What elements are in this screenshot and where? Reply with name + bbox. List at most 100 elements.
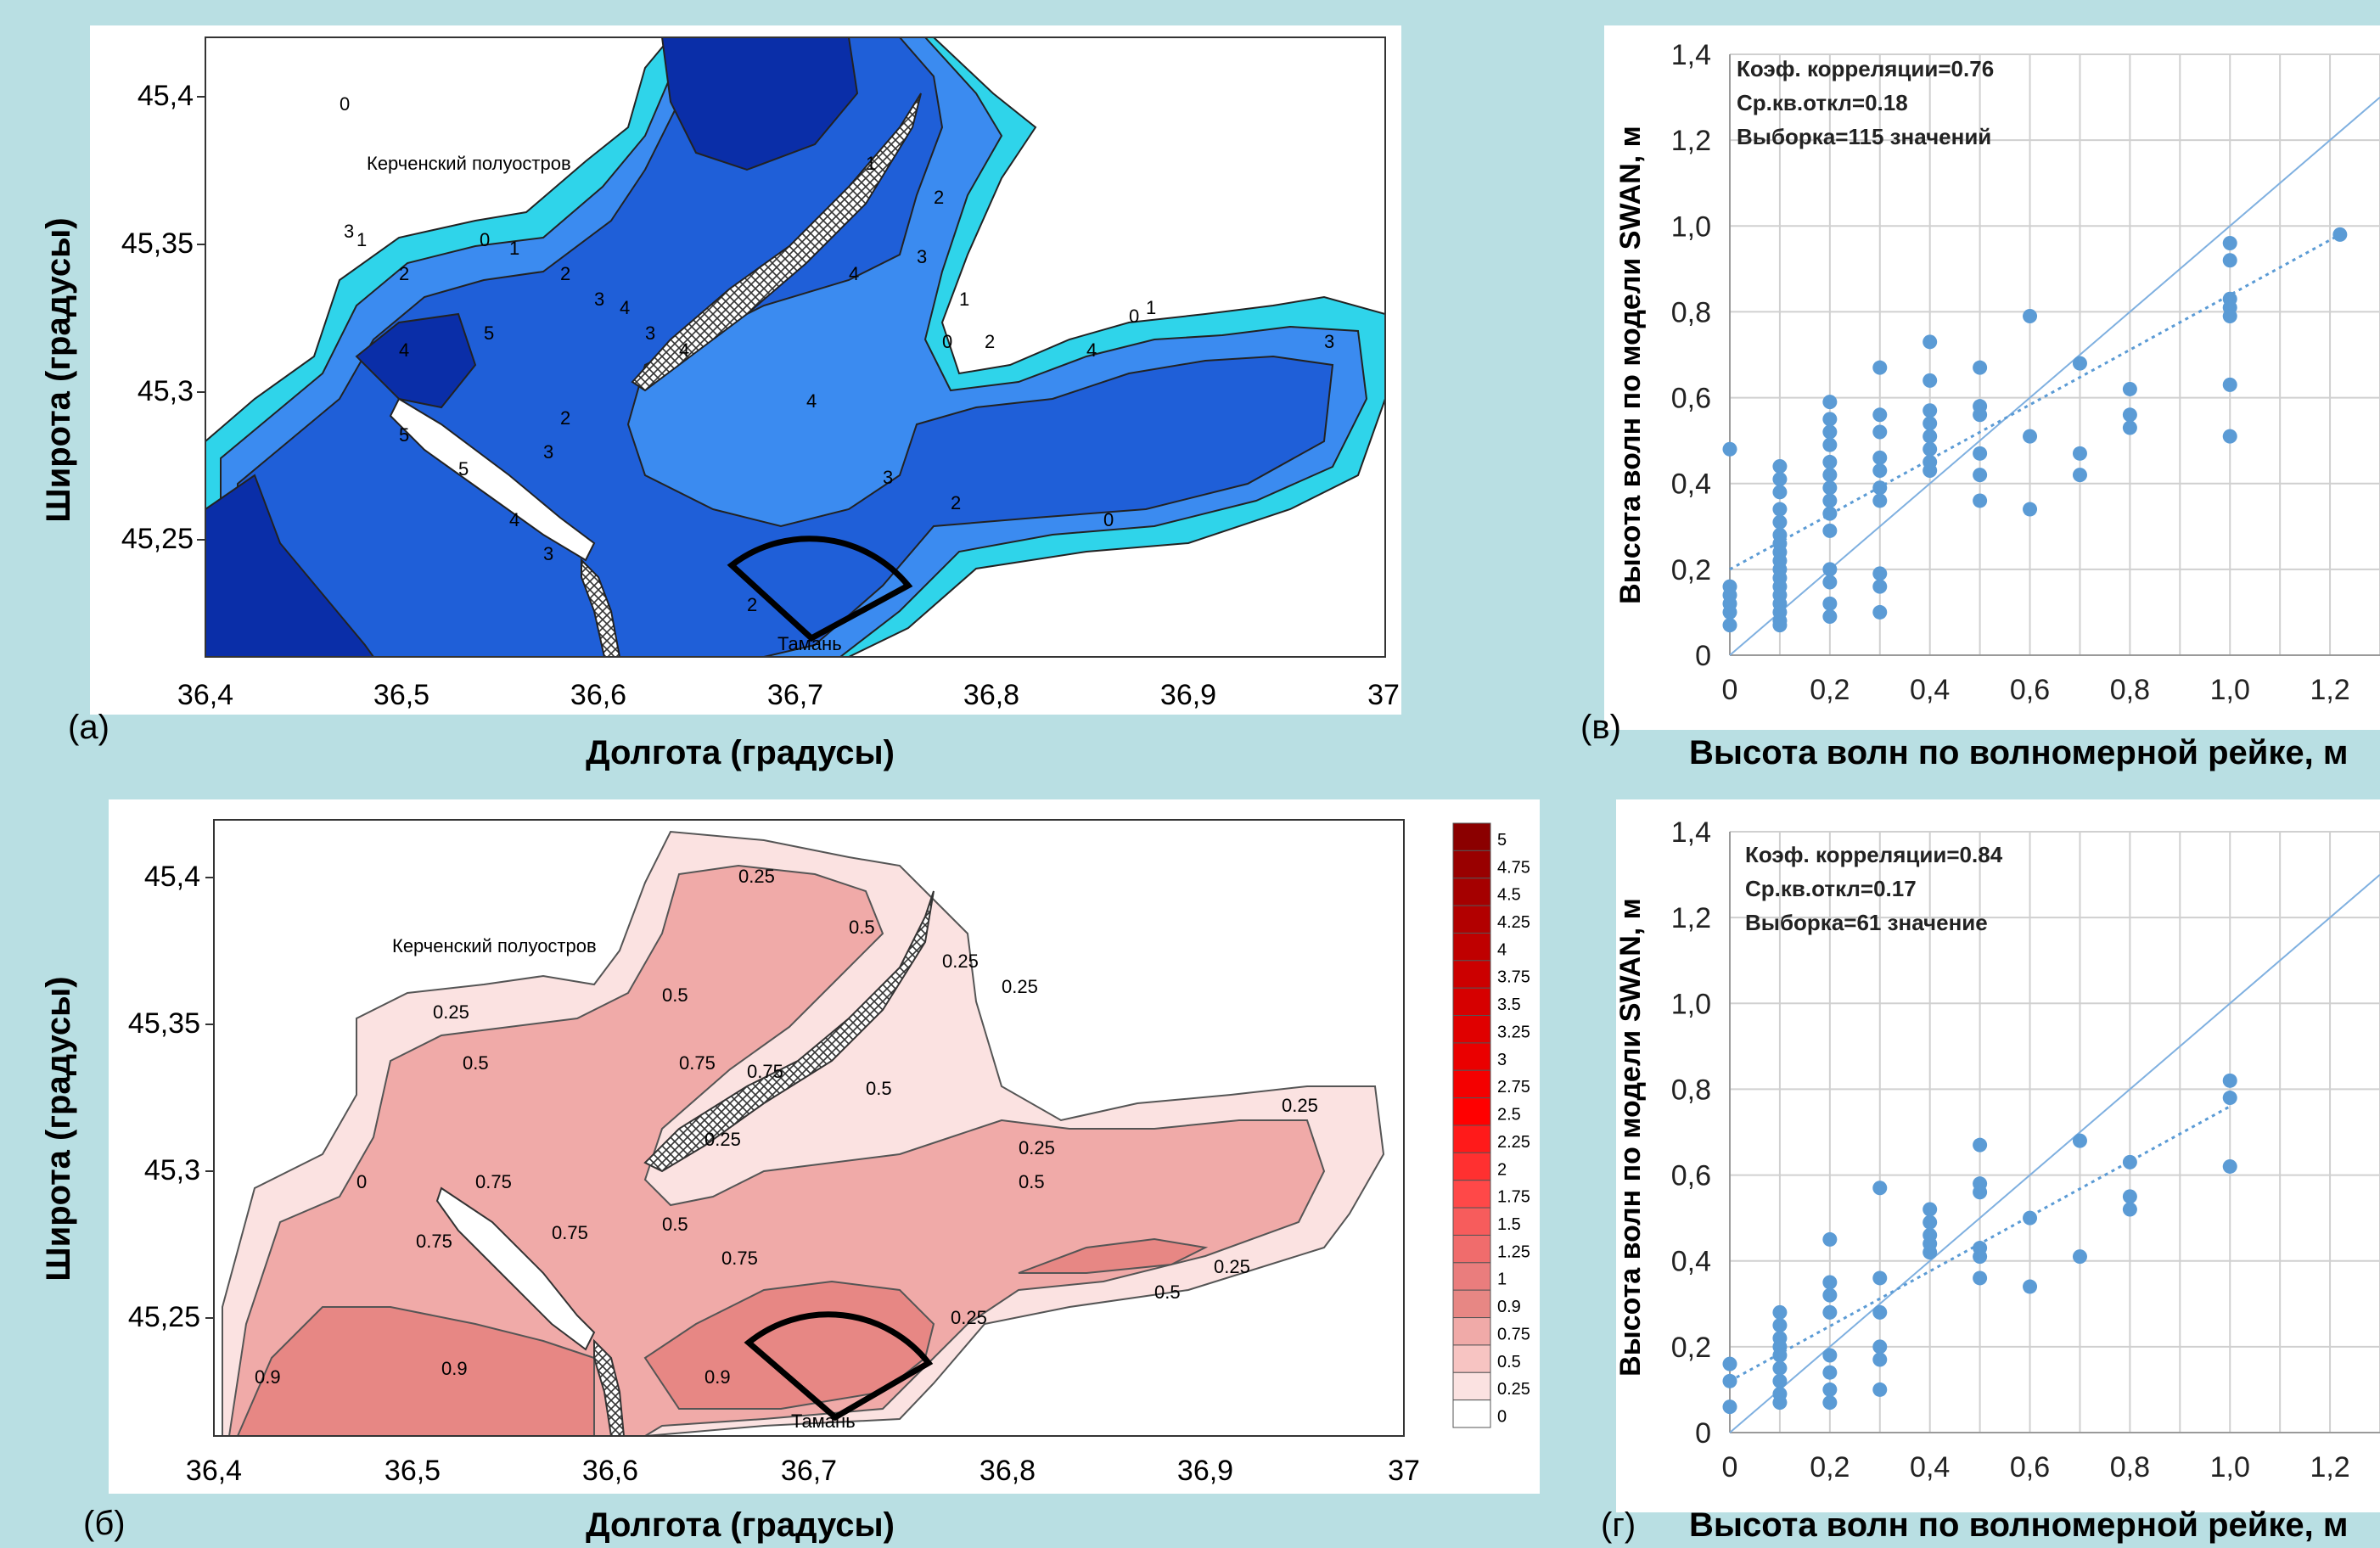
x-tick-label: 1,0 [2210,1451,2250,1484]
y-tick-label: 1,4 [1671,39,1711,71]
x-tick-label: 0 [1722,1451,1738,1484]
scatter-v-annotations: Коэф. корреляции=0.76 Ср.кв.откл=0.18 Вы… [1737,56,1994,149]
map-a-ytick: 45,35 [121,227,194,260]
colorbar-label: 0 [1497,1408,1507,1427]
y-tick-label: 0,2 [1671,554,1711,586]
map-a-contour-label: 2 [951,492,961,513]
colorbar-swatch [1452,1125,1491,1153]
colorbar-swatch [1452,1097,1491,1126]
map-b-contour-label: 0.9 [704,1366,731,1388]
data-point [2023,308,2038,323]
map-a-xtick: 36,5 [373,679,429,711]
map-a-ylabel: Широта (градусы) [40,217,77,522]
data-point [1772,502,1788,517]
map-a-contour-label: 4 [509,509,519,530]
map-b-xtick: 36,7 [781,1455,837,1487]
colorbar-label: 0.5 [1497,1353,1521,1371]
data-point [1772,1318,1788,1333]
x-tick-label: 1,2 [2310,1451,2349,1484]
data-point [1822,1231,1838,1247]
data-point [1772,472,1788,487]
data-point [1772,1348,1788,1363]
map-a-contour-label: 3 [543,543,553,564]
y-tick-label: 1,2 [1671,125,1711,157]
map-b-spit-south [593,1338,626,1436]
data-point [1722,441,1737,457]
panel-label-b: (б) [83,1505,126,1542]
colorbar-label: 0.25 [1497,1380,1530,1399]
data-point [1923,441,1938,457]
data-point [1872,424,1888,440]
data-point [1872,493,1888,508]
data-point [1772,514,1788,530]
map-b-contour-label: 0.25 [433,1001,469,1023]
data-point [2023,502,2038,517]
data-point [1973,360,1988,375]
data-point [1822,1287,1838,1303]
data-point [1822,609,1838,624]
map-a-contour-label: 3 [645,322,655,344]
colorbar-swatch [1452,960,1491,989]
x-tick-label: 0,4 [1910,1451,1950,1484]
colorbar-swatch [1452,1289,1491,1319]
map-a-contour-label: 3 [543,441,553,463]
data-point [1973,1270,1988,1286]
map-a-contour-label: 5 [484,322,494,344]
data-point [1822,412,1838,427]
data-point [1923,1202,1938,1217]
data-point [1973,493,1988,508]
data-point [2072,446,2087,461]
map-a-y-axis: 45,4 45,35 45,3 45,25 [121,80,205,555]
map-a-contour-label: 5 [458,458,469,480]
data-point [1722,1373,1737,1388]
colorbar-swatch [1452,1344,1491,1373]
colorbar-label: 1.75 [1497,1188,1530,1207]
colorbar-swatch [1452,1069,1491,1099]
map-a-contour-label: 2 [399,263,409,284]
data-point [2122,1154,2137,1169]
map-a-contour-label: 5 [399,424,409,446]
data-point [1822,493,1838,508]
data-point [2122,420,2137,435]
x-tick-label: 1,0 [2210,674,2250,706]
map-b-ytick: 45,35 [128,1007,200,1040]
map-b-xtick: 36,5 [385,1455,441,1487]
map-b-xtick: 36,9 [1177,1455,1233,1487]
map-a-xtick: 36,8 [963,679,1019,711]
y-tick-label: 0,6 [1671,383,1711,415]
map-a-contour-label: 1 [356,229,367,250]
map-a-contour-label: 1 [509,238,519,259]
colorbar-label: 3.25 [1497,1023,1530,1041]
data-point [2222,429,2237,444]
data-point [1722,618,1737,633]
data-point [1772,1395,1788,1411]
data-point [1822,506,1838,521]
data-point [1822,480,1838,496]
data-point [1722,1356,1737,1371]
scatter-g-ylabel: Высота волн по модели SWAN, м [1614,898,1647,1377]
colorbar-swatch [1452,1015,1491,1044]
scatter-v-annotation: Ср.кв.откл=0.18 [1737,90,1908,115]
data-point [1772,458,1788,474]
scatter-v-frame [1604,25,2380,730]
map-a-contour-label: 0 [1129,306,1139,327]
map-a-contour-label: 3 [594,289,604,310]
data-point [1822,1395,1838,1411]
map-a-xtick: 36,7 [767,679,823,711]
data-point [1872,407,1888,423]
colorbar-label: 3.75 [1497,968,1530,987]
map-b-contour-label: 0.75 [552,1222,588,1243]
colorbar-label: 1 [1497,1270,1507,1289]
map-a-contour-label: 4 [849,263,859,284]
colorbar-label: 4.25 [1497,913,1530,932]
map-a-spit-south [581,558,621,657]
colorbar-label: 2 [1497,1160,1507,1179]
data-point [1822,454,1838,469]
map-b-contour-label: 0.25 [942,951,979,972]
map-a-contour-label: 1 [959,289,969,310]
colorbar-label: 4.5 [1497,886,1521,905]
map-b-ytick: 45,4 [144,861,200,893]
colorbar-swatch [1452,905,1491,934]
